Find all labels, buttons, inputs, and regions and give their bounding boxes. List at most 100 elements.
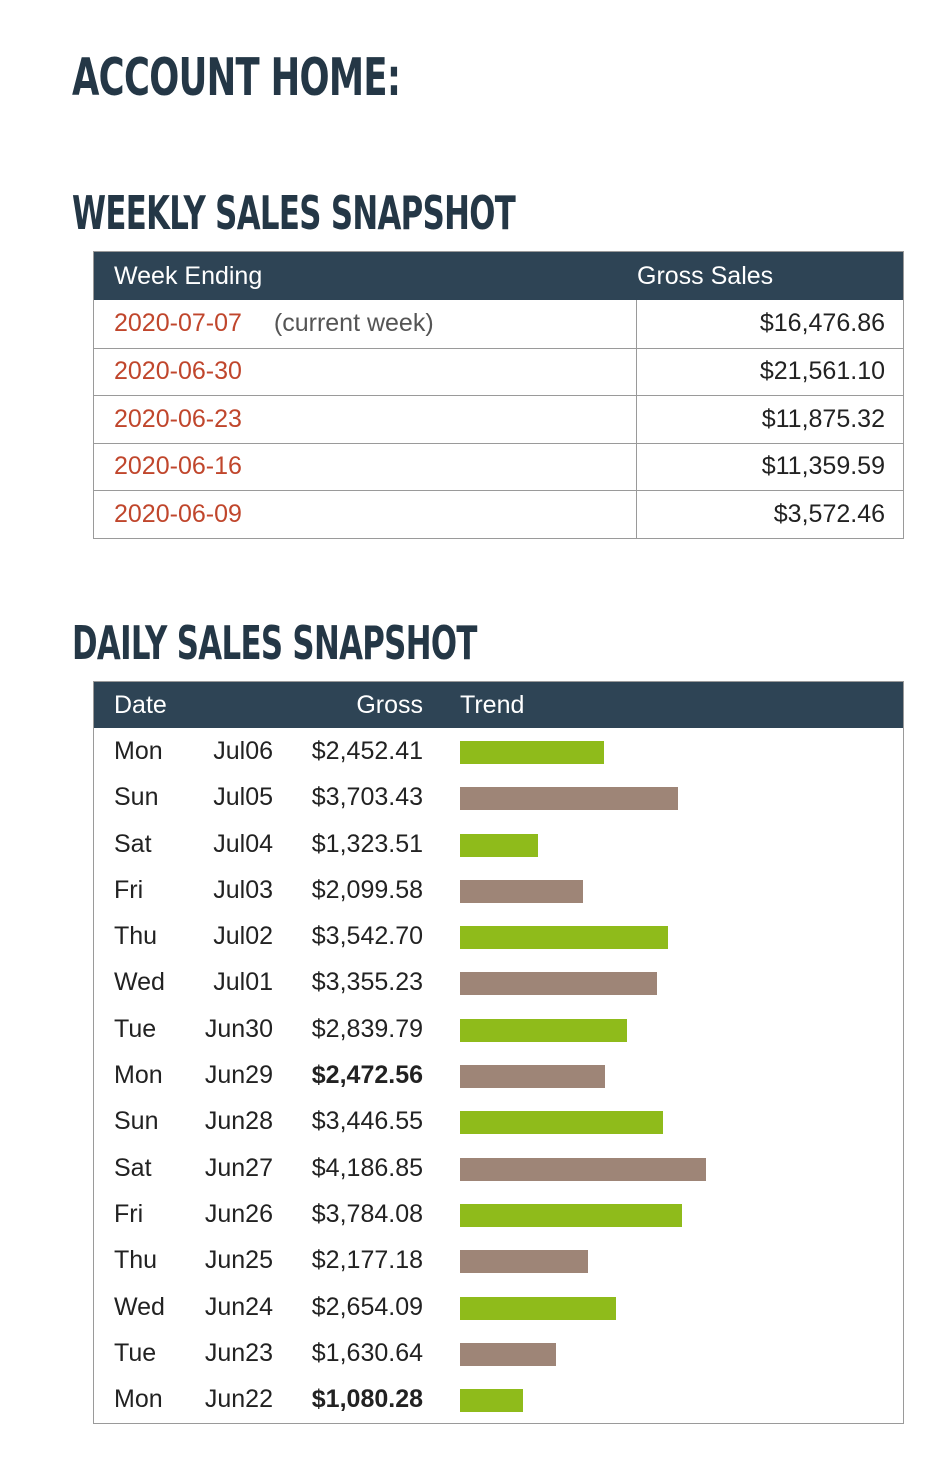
weekly-table-body: 2020-07-07 (current week) $16,476.86 2020-0… bbox=[94, 300, 903, 538]
week-ending-link[interactable]: 2020-06-16 bbox=[114, 452, 242, 481]
trend-bar bbox=[460, 1065, 605, 1089]
daily-gross-value: $2,472.56 bbox=[311, 1061, 423, 1090]
daily-gross-value: $2,177.18 bbox=[311, 1246, 423, 1275]
table-row: Mon Jun22 $1,080.28 bbox=[94, 1376, 903, 1422]
daily-gross-value: $3,542.70 bbox=[311, 922, 423, 951]
day-date: Jun25 bbox=[204, 1246, 273, 1275]
day-date: Jul04 bbox=[213, 829, 273, 858]
day-of-week: Wed bbox=[114, 968, 165, 997]
day-date: Jun26 bbox=[204, 1199, 273, 1228]
week-ending-cell: 2020-06-16 bbox=[94, 443, 637, 490]
day-date: Jun29 bbox=[204, 1061, 273, 1090]
week-ending-link[interactable]: 2020-07-07 bbox=[114, 309, 242, 338]
day-date: Jun30 bbox=[204, 1014, 273, 1043]
trend-bar bbox=[460, 1389, 523, 1413]
table-row: Sat Jul04 $1,323.51 bbox=[94, 821, 903, 867]
daily-gross-value: $2,839.79 bbox=[311, 1014, 423, 1043]
daily-gross-value: $2,099.58 bbox=[311, 875, 423, 904]
table-row: Thu Jul02 $3,542.70 bbox=[94, 913, 903, 959]
daily-gross-value: $3,355.23 bbox=[311, 968, 423, 997]
day-date: Jun22 bbox=[204, 1385, 273, 1414]
table-row: Fri Jun26 $3,784.08 bbox=[94, 1191, 903, 1237]
weekly-sales-table: Week Ending Gross Sales 2020-07-07 (curre… bbox=[93, 251, 904, 539]
day-of-week: Wed bbox=[114, 1292, 165, 1321]
day-of-week: Thu bbox=[114, 1246, 158, 1275]
gross-column-header: Gross bbox=[356, 691, 423, 719]
day-of-week: Sun bbox=[114, 1107, 159, 1136]
daily-gross-value: $2,452.41 bbox=[311, 737, 423, 765]
gross-sales-cell: $3,572.46 bbox=[773, 499, 885, 528]
table-row: Wed Jul01 $3,355.23 bbox=[94, 959, 903, 1005]
day-date: Jun23 bbox=[204, 1338, 273, 1367]
table-row: Tue Jun23 $1,630.64 bbox=[94, 1330, 903, 1376]
table-row: 2020-07-07 (current week) $16,476.86 bbox=[94, 300, 903, 348]
day-of-week: Tue bbox=[114, 1014, 157, 1043]
daily-gross-value: $3,703.43 bbox=[311, 783, 423, 812]
day-date: Jun24 bbox=[204, 1292, 273, 1321]
week-ending-link[interactable]: 2020-06-09 bbox=[114, 499, 242, 528]
day-date: Jun27 bbox=[204, 1153, 273, 1182]
day-of-week: Sun bbox=[114, 783, 159, 812]
trend-bar bbox=[460, 1296, 616, 1320]
weekly-sales-heading: WEEKLY SALES SNAPSHOT bbox=[72, 186, 516, 240]
table-row: Sat Jun27 $4,186.85 bbox=[94, 1145, 903, 1191]
week-ending-column-header: Week Ending bbox=[114, 261, 263, 290]
day-of-week: Sat bbox=[114, 829, 152, 858]
daily-table-header: Date Gross Trend bbox=[94, 682, 903, 728]
trend-bar bbox=[460, 1157, 706, 1181]
trend-bar bbox=[460, 1342, 556, 1366]
week-ending-link[interactable]: 2020-06-23 bbox=[114, 404, 242, 433]
trend-bar bbox=[460, 741, 604, 764]
week-ending-cell: 2020-06-09 bbox=[94, 491, 637, 538]
table-row: Mon Jun29 $2,472.56 bbox=[94, 1052, 903, 1098]
table-row: Sun Jul05 $3,703.43 bbox=[94, 774, 903, 820]
weekly-table-header: Week Ending Gross Sales bbox=[94, 252, 903, 300]
week-ending-cell: 2020-06-30 bbox=[94, 348, 637, 395]
daily-sales-heading: DAILY SALES SNAPSHOT bbox=[72, 616, 477, 670]
day-of-week: Thu bbox=[114, 922, 158, 951]
day-of-week: Sat bbox=[114, 1153, 152, 1182]
gross-sales-cell: $16,476.86 bbox=[759, 309, 885, 338]
trend-bar bbox=[460, 1250, 588, 1274]
trend-bar bbox=[460, 1018, 627, 1042]
trend-bar bbox=[460, 1203, 682, 1227]
gross-sales-cell: $11,875.32 bbox=[761, 404, 885, 433]
day-date: Jul03 bbox=[213, 875, 273, 904]
table-row: 2020-06-23 $11,875.32 bbox=[94, 395, 903, 443]
day-date: Jul02 bbox=[213, 922, 273, 951]
daily-gross-value: $3,446.55 bbox=[311, 1107, 423, 1136]
table-row: 2020-06-09 $3,572.46 bbox=[94, 490, 903, 538]
day-of-week: Mon bbox=[114, 737, 163, 765]
date-column-header: Date bbox=[114, 691, 167, 719]
trend-bar bbox=[460, 879, 583, 903]
table-row: 2020-06-30 $21,561.10 bbox=[94, 347, 903, 395]
daily-gross-value: $4,186.85 bbox=[311, 1153, 423, 1182]
day-of-week: Fri bbox=[114, 1199, 144, 1228]
table-row: Tue Jun30 $2,839.79 bbox=[94, 1006, 903, 1052]
daily-gross-value: $2,654.09 bbox=[311, 1292, 423, 1321]
table-row: Mon Jul06 $2,452.41 bbox=[94, 728, 903, 774]
trend-bar bbox=[460, 833, 538, 857]
day-date: Jul06 bbox=[213, 737, 273, 765]
week-ending-cell: 2020-06-23 bbox=[94, 396, 637, 443]
trend-bar bbox=[460, 972, 657, 996]
week-ending-link[interactable]: 2020-06-30 bbox=[114, 357, 242, 386]
current-week-note: (current week) bbox=[273, 309, 434, 338]
table-row: Thu Jun25 $2,177.18 bbox=[94, 1237, 903, 1283]
trend-column-header: Trend bbox=[460, 691, 525, 719]
trend-bar bbox=[460, 787, 678, 811]
day-of-week: Mon bbox=[114, 1385, 163, 1414]
page-title: ACCOUNT HOME: bbox=[72, 48, 401, 108]
day-date: Jun28 bbox=[204, 1107, 273, 1136]
gross-sales-cell: $11,359.59 bbox=[761, 452, 885, 481]
trend-bar bbox=[460, 1111, 663, 1135]
daily-gross-value: $1,630.64 bbox=[311, 1338, 423, 1367]
table-row: 2020-06-16 $11,359.59 bbox=[94, 442, 903, 490]
gross-sales-cell: $21,561.10 bbox=[759, 357, 885, 386]
week-ending-cell: 2020-07-07 (current week) bbox=[94, 300, 637, 348]
trend-bar bbox=[460, 926, 668, 950]
day-of-week: Mon bbox=[114, 1061, 163, 1090]
day-of-week: Fri bbox=[114, 875, 144, 904]
table-row: Fri Jul03 $2,099.58 bbox=[94, 867, 903, 913]
daily-table-body: Mon Jul06 $2,452.41 Sun Jul05 $3,703.43 Sat Jul… bbox=[94, 728, 903, 1422]
